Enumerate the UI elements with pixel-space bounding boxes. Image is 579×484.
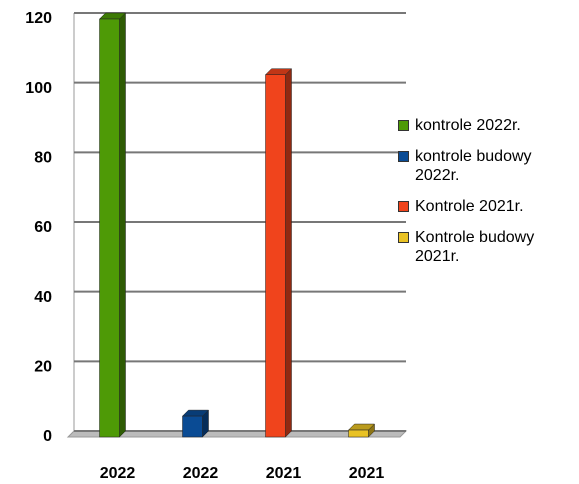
legend-swatch <box>398 151 409 162</box>
x-tick-label: 2022 <box>100 465 136 482</box>
legend-label: kontrole 2022r. <box>415 117 521 134</box>
y-tick-label: 40 <box>34 289 52 306</box>
legend-item: kontrole budowy 2022r. <box>398 147 576 185</box>
y-tick-label: 120 <box>25 10 52 27</box>
legend-swatch <box>398 120 409 131</box>
x-tick-label: 2021 <box>266 465 302 482</box>
legend-label: kontrole budowy 2022r. <box>415 148 532 184</box>
bar <box>99 18 120 438</box>
legend-item: Kontrole 2021r. <box>398 197 576 216</box>
legend: kontrole 2022r. kontrole budowy 2022r. Kon… <box>398 116 576 278</box>
bar-side <box>285 68 292 438</box>
y-tick-label: 0 <box>43 428 52 445</box>
legend-label: Kontrole 2021r. <box>415 198 524 215</box>
x-tick-label: 2022 <box>183 465 219 482</box>
bar-side <box>119 12 126 438</box>
x-tick-label: 2021 <box>349 465 385 482</box>
legend-label: Kontrole budowy 2021r. <box>415 229 535 265</box>
bar <box>182 415 203 438</box>
bar <box>265 74 286 438</box>
legend-item: Kontrole budowy 2021r. <box>398 228 576 266</box>
y-tick-label: 20 <box>34 359 52 376</box>
legend-item: kontrole 2022r. <box>398 116 576 135</box>
y-tick-label: 80 <box>34 150 52 167</box>
y-tick-label: 100 <box>25 80 52 97</box>
legend-swatch <box>398 201 409 212</box>
legend-swatch <box>398 232 409 243</box>
y-tick-label: 60 <box>34 219 52 236</box>
bar <box>348 429 369 438</box>
